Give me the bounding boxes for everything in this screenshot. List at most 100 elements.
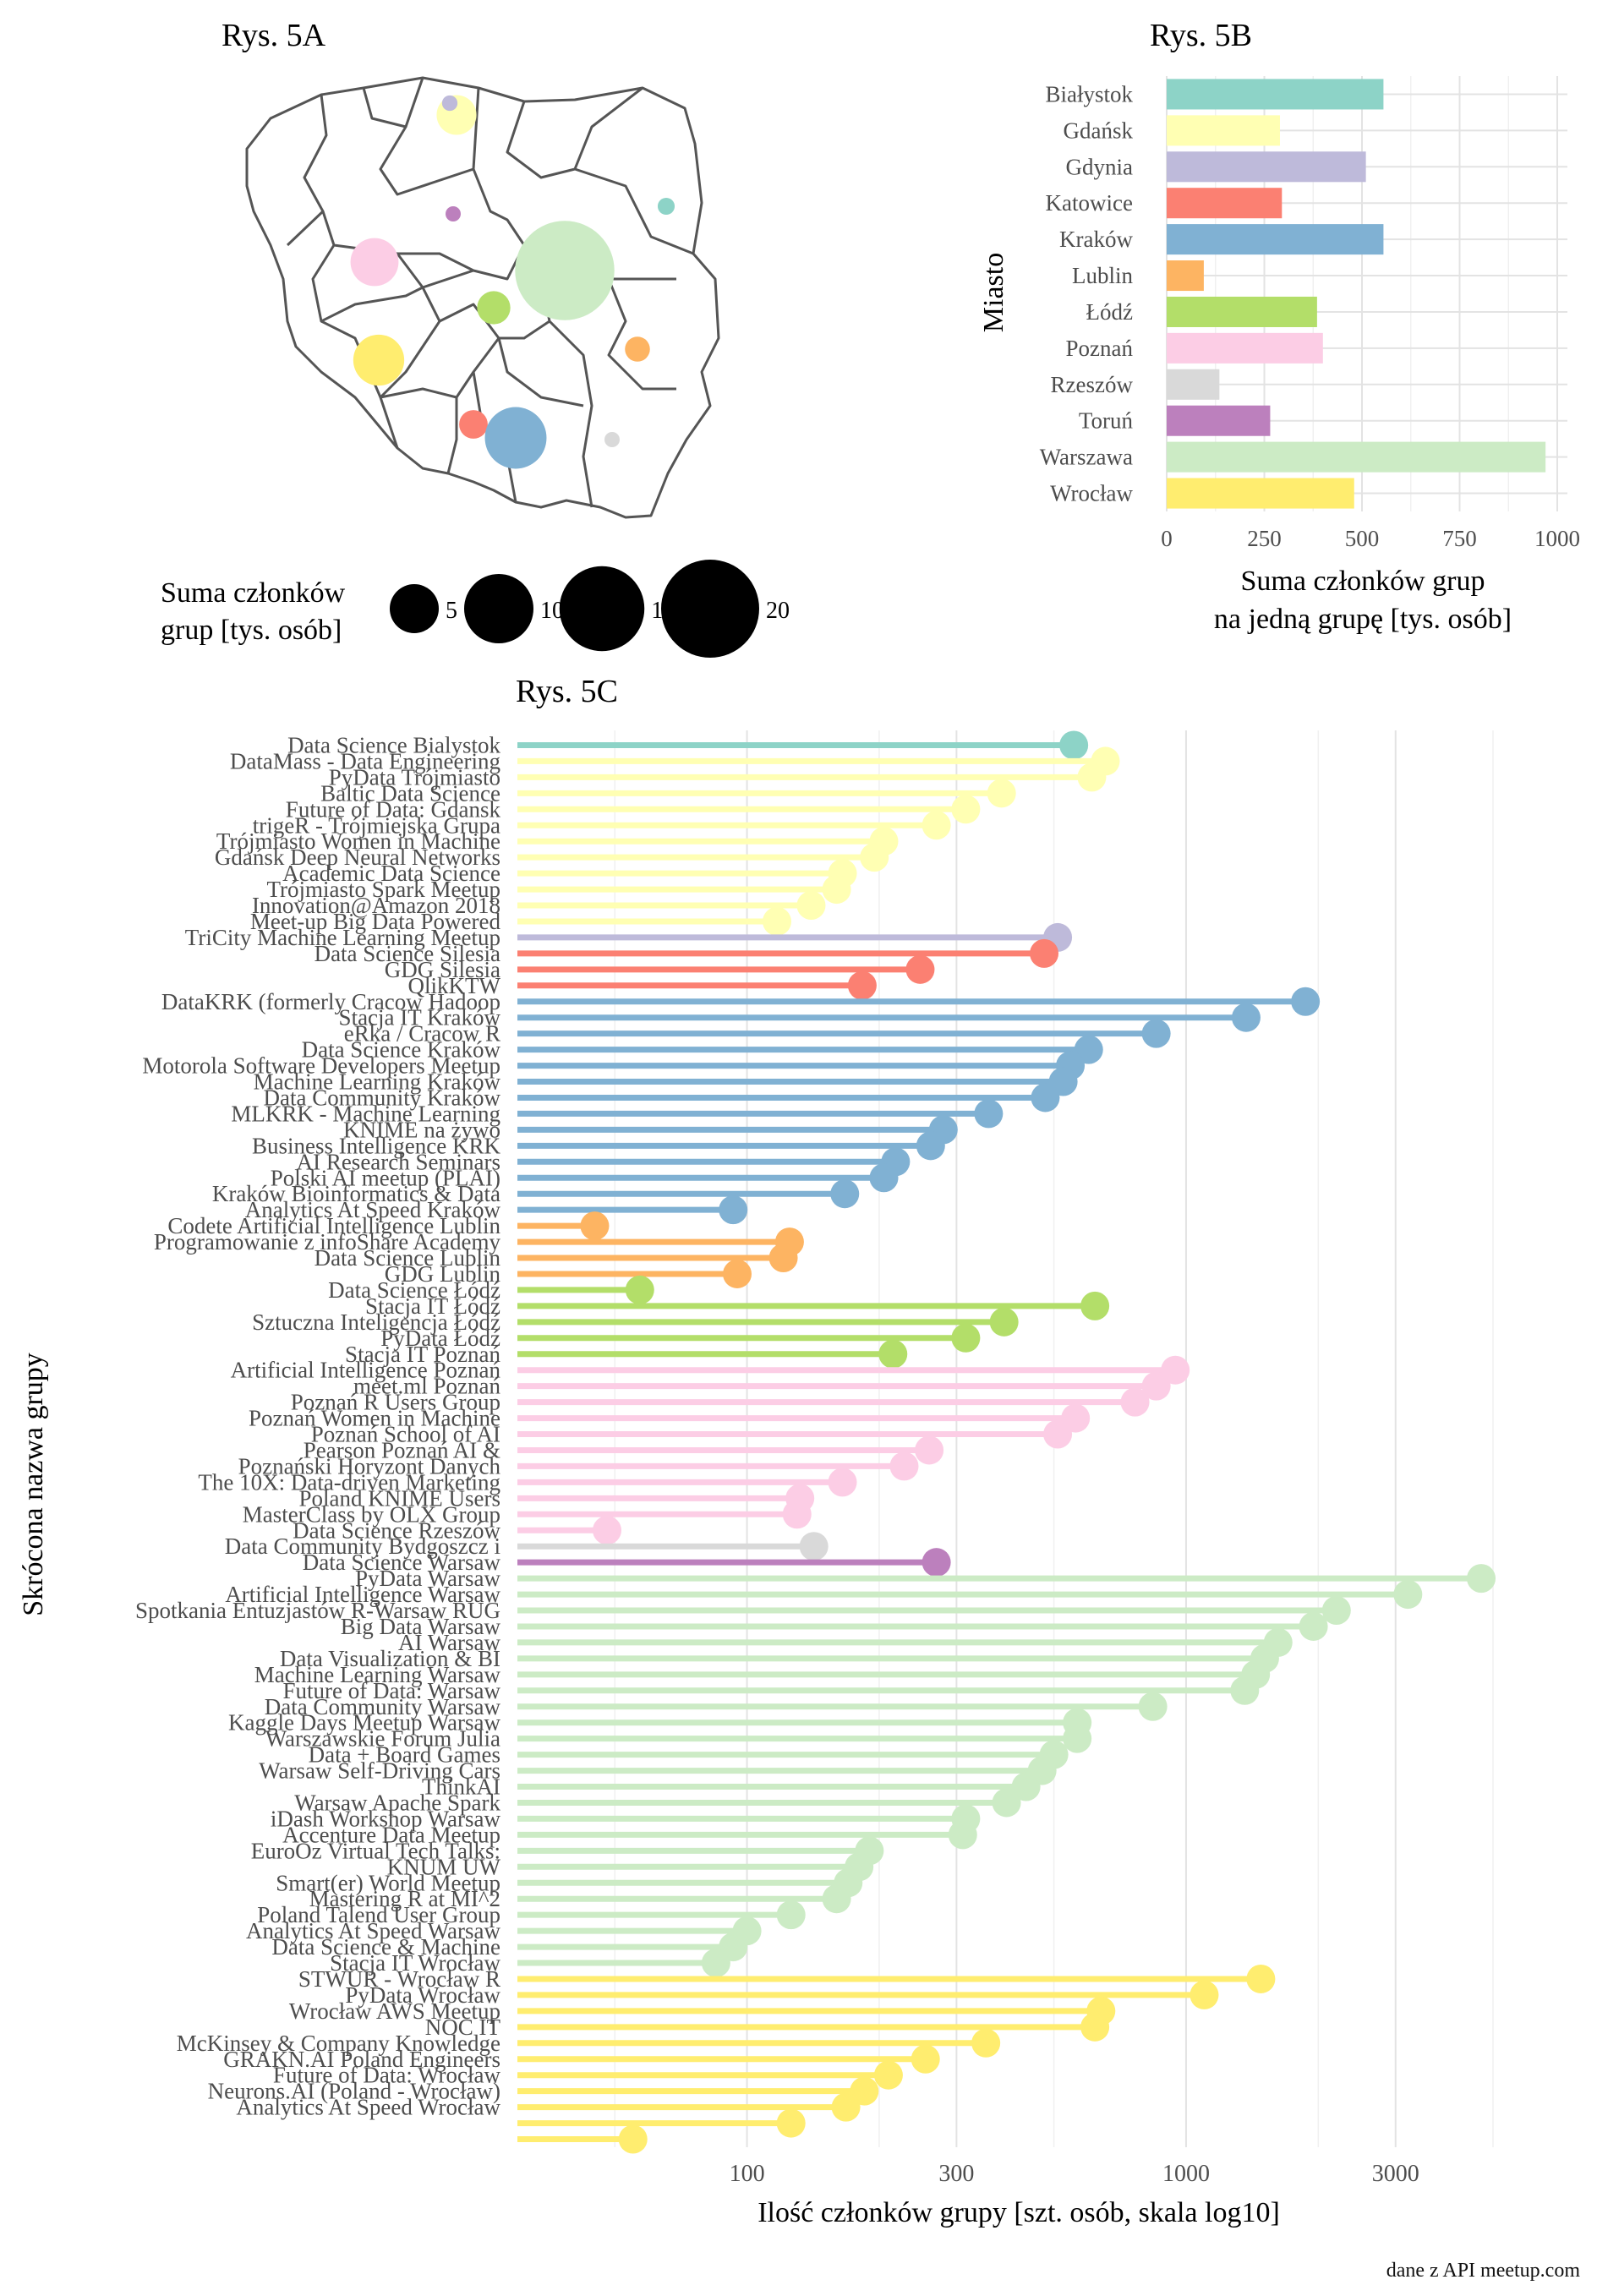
lollipop-point [922,1548,951,1577]
y-tick-label-5c: Machine Learning Kraków [254,1069,501,1095]
y-tick-label-5c: Sztuczna Inteligencja Łódź [252,1309,500,1335]
y-tick-label-5b: Kraków [1059,227,1133,252]
lollipop-point [723,1259,752,1288]
y-tick-label-5c: Analytics At Speed Kraków [245,1197,501,1222]
y-tick-label-5c: Motorola Software Developers Meetup [142,1053,500,1079]
map-bubble-poznań [350,238,399,287]
y-tick-label-5c: Future of Data: Warsaw [282,1678,500,1703]
lollipop-point [1231,1003,1261,1032]
legend-5a-keys: 5101520 [390,560,790,658]
bar-5b [1167,115,1280,146]
lollipop-point [1030,938,1059,968]
y-tick-label-5c: Data Science & Machine [271,1934,500,1960]
y-tick-label-5c: Data Community Warsaw [265,1694,501,1719]
x-tick-label-5c: 1000 [1162,2161,1210,2187]
lollipop-point [1230,1676,1260,1705]
lollipop-point [987,779,1016,808]
y-tick-label-5b: Poznań [1066,336,1134,361]
bar-5b [1167,441,1546,473]
map-bubble-łódź [477,291,511,325]
y-tick-label-5c: Stacja IT Wrocław [330,1950,500,1976]
y-tick-label-5c: eRka / Cracow R [344,1021,500,1047]
y-tick-label-5c: Smart(er) World Meetup [276,1870,500,1895]
y-tick-label-5c: Data Science Kraków [302,1037,501,1063]
lollipop-point [878,1339,908,1369]
lollipop-point [948,1820,977,1850]
title-5a: Rys. 5A [222,18,326,53]
bar-5b [1167,260,1204,292]
y-tick-label-5c: Stacja IT Łódź [365,1293,500,1319]
y-tick-label-5c: PyData Łódź [380,1326,500,1351]
lollipop-point [1393,1580,1423,1610]
y-tick-label-5c: Stacja IT Kraków [339,1005,501,1030]
title-5c: Rys. 5C [516,674,618,709]
y-tick-label-5c: Programowanie z infoShare Academy [154,1229,501,1255]
lollipop-point [971,2028,1001,2058]
bar-5b [1167,369,1220,400]
map-bubble-katowice [459,410,488,439]
y-tick-label-5c: Innovation@Amazon 2018 [252,893,500,918]
lollipop-point [701,1949,730,1978]
legend-5a-key-label: 20 [766,598,790,624]
y-tick-label-5c: Data Community Kraków [264,1085,501,1110]
y-tick-label-5c: DataKRK (formerly Cracow Hadoop [161,989,500,1014]
y-tick-label-5c: The 10X: Data-driven Marketing [198,1469,500,1495]
y-tick-label-5c: Trójmiasto Women in Machine [216,828,500,854]
y-tick-label-5c: Data Science Rzeszów [293,1517,500,1543]
lollipop-point [860,843,889,872]
lollipop-point [831,2092,861,2122]
lollipop-point [889,1451,919,1481]
legend-5a-title-line1: Suma członków [161,577,346,609]
y-tick-label-5c: Baltic Data Science [320,780,500,806]
map-bubble-lublin [625,336,650,362]
legend-5a: Suma członków grup [tys. osób] 5101520 [161,560,790,658]
y-tick-label-5c: Analytics At Speed Wrocław [236,2095,500,2120]
y-tick-label-5c: Academic Data Science [282,861,500,886]
lollipop-panel-5c: Rys. 5C 100 300 1000 3000 Data Science Bialy… [18,674,1496,2228]
lollipop-point [776,2108,806,2138]
map-bubble-warszawa [515,221,615,320]
y-tick-label-5c: Kaggle Days Meetup Warsaw [228,1710,500,1736]
y-tick-label-5c: Poznański Horyzont Danych [238,1453,501,1479]
lollipop-point [1080,2012,1110,2042]
y-tick-label-5b: Warszawa [1040,445,1133,470]
y-tick-label-5c: McKinsey & Company Knowledge [177,2031,500,2056]
y-tick-label-5c: Gdańsk Deep Neural Networks [215,845,500,870]
y-tick-label-5c: Poznań Women in Machine [249,1406,500,1431]
y-tick-label-5c: TriCity Machine Learning Meetup [185,925,500,950]
y-tick-label-5b: Lublin [1072,263,1133,288]
x-tick-label-5b: 0 [1161,526,1173,551]
lollipop-point [618,2124,648,2154]
y-tick-label-5c: Trójmiasto Spark Meetup [267,877,501,902]
y-tick-label-5c: Meet-up Big Data Powered [250,909,501,934]
y-tick-label-5b: Katowice [1046,190,1133,216]
y-tick-label-5c: Machine Learning Warsaw [254,1662,501,1687]
lollipop-point [989,1307,1019,1337]
bar-5b [1167,405,1271,436]
lollipop-point [822,1884,851,1914]
map-bubble-gdynia [441,95,458,112]
lollipop-point [1321,1596,1351,1626]
lollipop-point [1059,730,1089,760]
lollipop-point [719,1195,748,1225]
x-tick-label-5c: 3000 [1372,2161,1419,2187]
y-tick-label-5b: Białystok [1045,81,1133,107]
y-tick-label-5c: Kraków Bioinformatics & Data [212,1181,500,1206]
lollipop-point [1138,1692,1168,1721]
y-tick-label-5c: Analytics At Speed Warsaw [246,1918,501,1943]
y-tick-label-5c: Codete Artificial Intelligence Lublin [167,1213,500,1238]
map-bubble-białystok [657,197,675,216]
ylabel-5b: Miasto [978,253,1009,332]
lollipop-point [782,1500,812,1529]
x-tick-label-5c: 300 [938,2161,974,2187]
y-tick-label-5c: MLKRK - Machine Learning [231,1101,500,1126]
legend-5a-title-line2: grup [tys. osób] [161,615,342,646]
y-tick-label-5c: EuroOz Virtual Tech Talks: [251,1838,500,1863]
y-tick-label-5c: meet.ml Poznań [353,1374,500,1399]
y-tick-label-5b: Gdynia [1066,154,1134,179]
lollipop-point [1141,1371,1171,1401]
y-tick-label-5b: Gdańsk [1064,118,1134,143]
bar-5b [1167,478,1354,509]
